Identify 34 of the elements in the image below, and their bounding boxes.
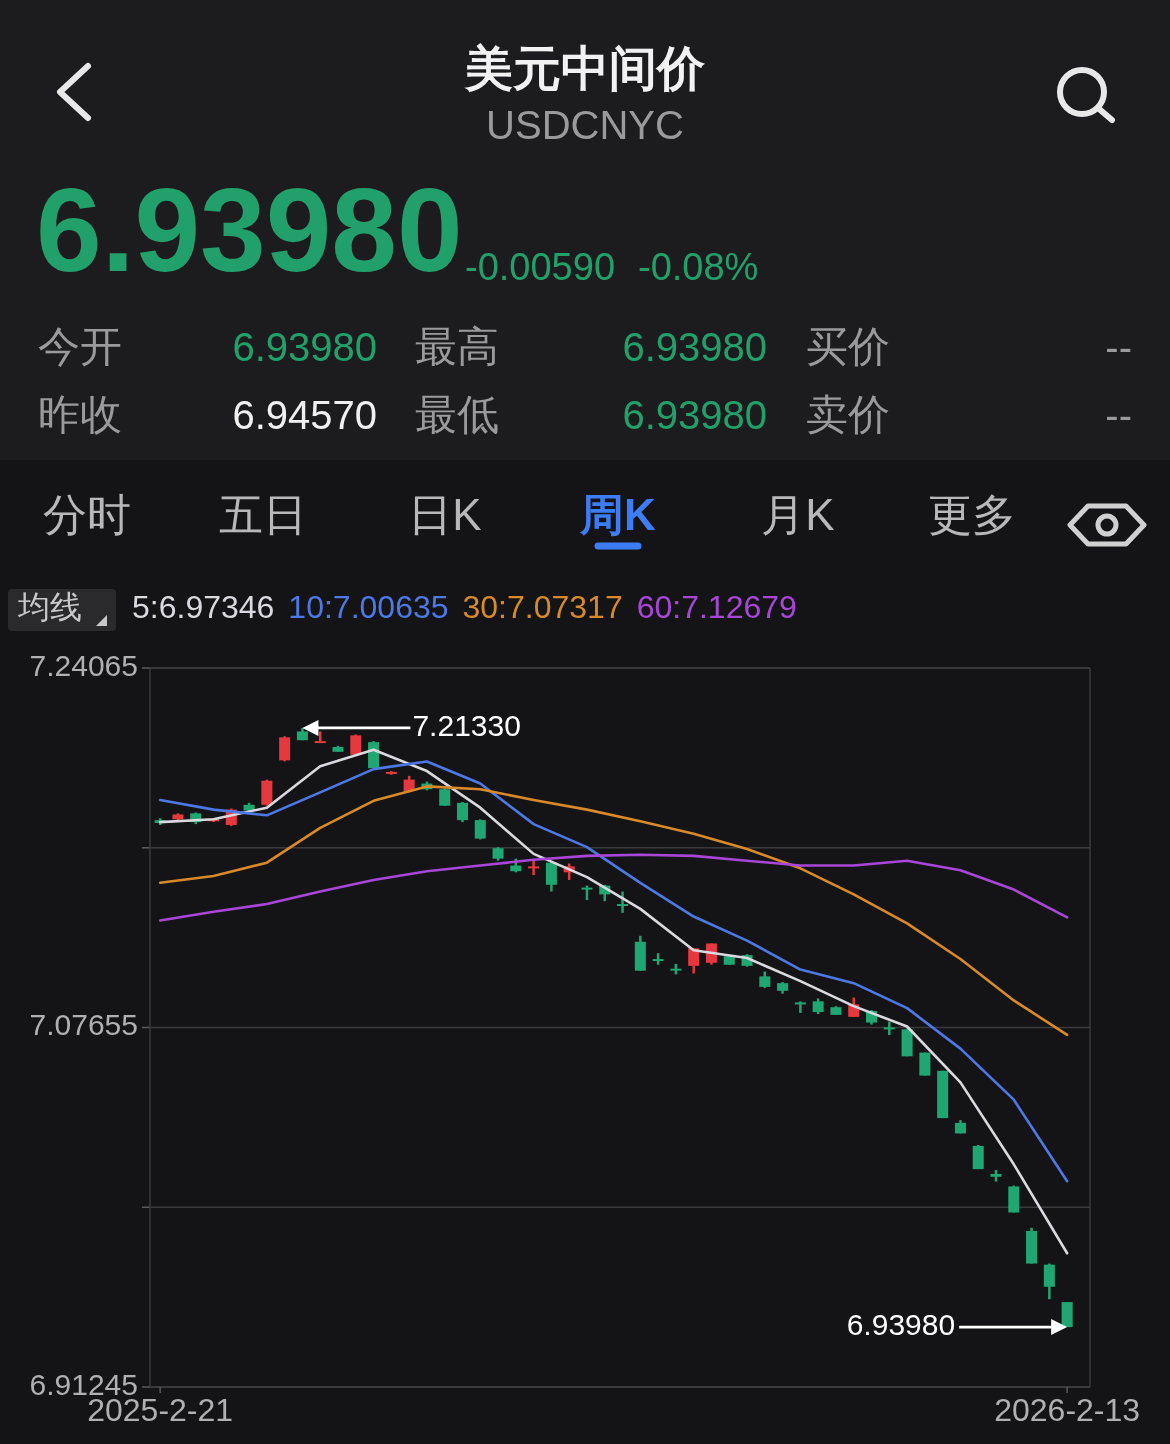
chart-title: 美元中间价 <box>464 41 705 95</box>
text: 今开 <box>38 323 122 371</box>
text: 买价 <box>806 323 890 371</box>
text: 60:7.12679 <box>636 589 797 626</box>
text: 日K <box>408 489 482 539</box>
text: 月K <box>761 489 835 539</box>
y-tick-label: 7.07655 <box>29 1008 138 1042</box>
text: -0.08% <box>638 246 759 289</box>
text: 昨收 <box>38 391 122 439</box>
text: 最低 <box>415 391 499 439</box>
text: 10:7.00635 <box>288 589 449 626</box>
legend-button: 均线 <box>8 589 116 631</box>
text: 6.93980 <box>622 392 767 437</box>
text: 30:7.07317 <box>462 589 623 626</box>
y-tick-label: 7.24065 <box>29 648 138 682</box>
text: 最高 <box>415 323 499 371</box>
text: 6.93980 <box>232 324 377 369</box>
text: -- <box>1105 392 1132 437</box>
chart-subtitle: USDCNYC <box>486 102 684 147</box>
text: 6.94570 <box>232 392 377 437</box>
text: -0.00590 <box>465 246 616 289</box>
text: 分时 <box>43 489 131 539</box>
text: 周K <box>579 489 657 539</box>
text: 6.93980 <box>622 324 767 369</box>
legend-title: 均线 <box>17 589 82 626</box>
text: -- <box>1105 324 1132 369</box>
text: 更多 <box>928 489 1016 539</box>
text: 五日 <box>219 489 307 539</box>
text: 卖价 <box>806 391 890 439</box>
annotation: 7.21330 <box>412 708 521 742</box>
annotation: 6.93980 <box>846 1308 956 1342</box>
text: 6.93980 <box>36 164 463 297</box>
text: 5:6.97346 <box>132 589 275 626</box>
x-tick-label: 2026-2-13 <box>994 1392 1141 1429</box>
